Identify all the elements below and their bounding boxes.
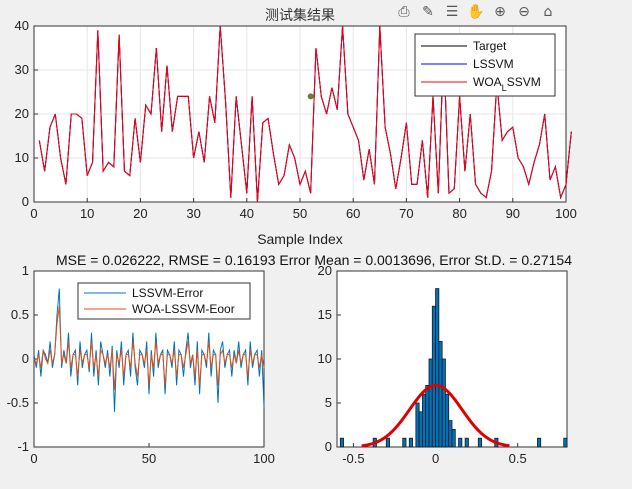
y-tick-label: 0 bbox=[22, 194, 29, 209]
histogram-bar bbox=[477, 437, 482, 448]
x-tick-label: -0.5 bbox=[342, 451, 364, 466]
histogram-bar bbox=[448, 420, 453, 448]
x-tick-label: 90 bbox=[506, 206, 520, 221]
legend-label: WOALSSVM bbox=[473, 75, 541, 93]
error-histogram-chart: -0.5 0 0.5 0 5 10 15 20 bbox=[318, 263, 568, 466]
legend-icon[interactable]: ☰ bbox=[445, 4, 459, 20]
histogram-bar bbox=[464, 437, 469, 448]
x-tick-label: 30 bbox=[186, 206, 200, 221]
histogram-bar bbox=[438, 340, 443, 448]
legend-label: Target bbox=[473, 39, 507, 53]
histogram-bar bbox=[431, 305, 436, 448]
x-tick-label: 100 bbox=[555, 206, 577, 221]
x-tick-label: 60 bbox=[346, 206, 360, 221]
histogram-bar bbox=[537, 437, 542, 448]
x-tick-label: 10 bbox=[80, 206, 94, 221]
x-tick-label: 50 bbox=[293, 206, 307, 221]
export-icon[interactable]: ⎙ bbox=[398, 4, 410, 20]
y-tick-label: 20 bbox=[318, 263, 332, 278]
legend-label: WOA-LSSVM-Eoor bbox=[132, 302, 235, 316]
plot-area bbox=[337, 271, 567, 447]
histogram-bar bbox=[425, 384, 430, 448]
woa-lssvm-series-line bbox=[38, 25, 572, 203]
histogram-bar bbox=[422, 393, 427, 448]
data-marker bbox=[307, 93, 314, 100]
y-tick-label: -0.5 bbox=[7, 395, 29, 410]
error-stats-title: MSE = 0.026222, RMSE = 0.16193 Error Mea… bbox=[56, 252, 572, 268]
x-tick-label: 70 bbox=[399, 206, 413, 221]
legend-box bbox=[414, 33, 556, 97]
pan-hand-icon[interactable]: ✋ bbox=[467, 4, 485, 20]
legend-label: LSSVM-Error bbox=[132, 286, 203, 300]
x-tick-label: 100 bbox=[253, 451, 275, 466]
histogram-bar bbox=[385, 437, 390, 448]
histogram-bar bbox=[418, 411, 423, 448]
x-tick-label: 0 bbox=[30, 451, 37, 466]
histogram-bar bbox=[428, 358, 433, 448]
y-tick-label: 1 bbox=[22, 263, 29, 278]
y-tick-label: 0 bbox=[22, 351, 29, 366]
x-axis-label: Sample Index bbox=[257, 231, 343, 247]
x-tick-label: 0 bbox=[432, 451, 439, 466]
axes-box bbox=[33, 25, 567, 203]
figure-toolbar: ⎙ ✎ ☰ ✋ ⊕ ⊖ ⌂ bbox=[394, 2, 558, 24]
y-tick-label: 10 bbox=[15, 150, 29, 165]
brush-icon[interactable]: ✎ bbox=[422, 4, 434, 20]
y-tick-label: 30 bbox=[15, 62, 29, 77]
y-tick-label: 10 bbox=[318, 351, 332, 366]
x-tick-label: 80 bbox=[452, 206, 466, 221]
zoom-in-icon[interactable]: ⊕ bbox=[494, 4, 506, 20]
y-tick-label: 0 bbox=[325, 439, 332, 454]
histogram-bar bbox=[435, 288, 440, 448]
error-line-chart: 0 50 100 -1 -0.5 0 0.5 1 LSSVM-Error WOA-LSSVM-Eo… bbox=[7, 263, 275, 466]
home-icon[interactable]: ⌂ bbox=[543, 4, 553, 20]
legend-box bbox=[77, 282, 251, 320]
y-tick-label: 20 bbox=[15, 106, 29, 121]
y-tick-label: 0.5 bbox=[11, 307, 29, 322]
x-tick-label: 20 bbox=[133, 206, 147, 221]
y-tick-label: -1 bbox=[17, 439, 29, 454]
woa-lssvm-error-line bbox=[33, 306, 265, 390]
lssvm-error-line bbox=[33, 288, 265, 412]
histogram-bar bbox=[408, 437, 413, 448]
histogram-bar bbox=[441, 358, 446, 448]
x-tick-label: 0 bbox=[30, 206, 37, 221]
y-tick-label: 15 bbox=[318, 307, 332, 322]
figure-title: 测试集结果 bbox=[265, 7, 335, 23]
histogram-bar bbox=[339, 437, 344, 448]
histogram-bar bbox=[458, 437, 463, 448]
histogram-bar bbox=[402, 437, 407, 448]
x-tick-label: 40 bbox=[240, 206, 254, 221]
target-vs-prediction-chart: 0 10 20 30 40 50 60 70 80 90 100 0 10 20 30 40 Target LSS… bbox=[15, 18, 577, 221]
normal-fit-curve bbox=[361, 383, 510, 448]
histogram-bar bbox=[415, 402, 420, 448]
zoom-out-icon[interactable]: ⊖ bbox=[518, 4, 530, 20]
legend-label: LSSVM bbox=[473, 57, 514, 71]
x-tick-label: 0.5 bbox=[509, 451, 527, 466]
histogram-bar bbox=[451, 428, 456, 448]
histogram-bar bbox=[445, 393, 450, 448]
x-tick-label: 50 bbox=[142, 451, 156, 466]
histogram-bar bbox=[563, 437, 568, 448]
y-tick-label: 5 bbox=[325, 395, 332, 410]
y-tick-label: 40 bbox=[15, 18, 29, 33]
